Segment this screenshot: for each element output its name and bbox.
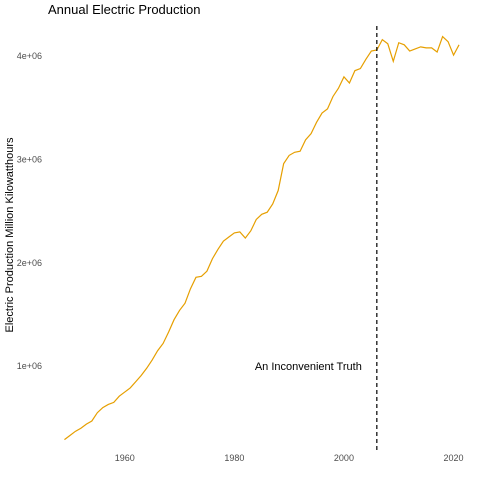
x-tick-label: 1960 xyxy=(115,453,135,463)
x-axis-ticks: 1960 1980 2000 2020 xyxy=(115,453,464,463)
y-tick-label: 3e+06 xyxy=(17,155,42,165)
y-axis-label: Electric Production Million Kilowatthour… xyxy=(4,137,16,333)
series-line xyxy=(64,35,460,441)
chart-title: Annual Electric Production xyxy=(48,2,200,17)
x-tick-label: 2000 xyxy=(334,453,354,463)
x-tick-label: 1980 xyxy=(224,453,244,463)
y-tick-label: 4e+06 xyxy=(17,51,42,61)
y-tick-label: 2e+06 xyxy=(17,258,42,268)
x-tick-label: 2020 xyxy=(444,453,464,463)
y-axis-ticks: 1e+06 2e+06 3e+06 4e+06 xyxy=(17,51,42,371)
y-tick-label: 1e+06 xyxy=(17,361,42,371)
annotation-label: An Inconvenient Truth xyxy=(255,361,362,373)
